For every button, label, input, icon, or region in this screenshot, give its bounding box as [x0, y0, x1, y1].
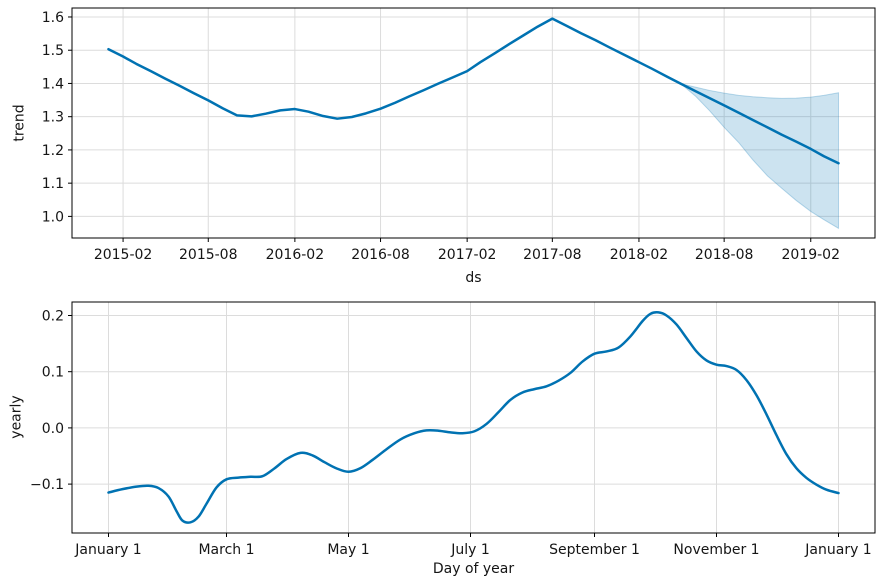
yearly-x-tick-label: May 1	[327, 542, 369, 558]
trend-x-tick-label: 2017-02	[438, 247, 497, 263]
trend-line	[107, 17, 840, 165]
yearly-xaxis-label: Day of year	[432, 561, 515, 577]
trend-x-tick-label: 2018-08	[695, 247, 754, 263]
trend-x-tick-label: 2015-08	[179, 247, 238, 263]
yearly-y-tick-label: 0.1	[42, 365, 64, 381]
yearly-x-tick-label: January 1	[74, 542, 141, 558]
trend-x-tick-label: 2019-02	[782, 247, 841, 263]
trend-y-tick-label: 1.3	[42, 110, 64, 126]
trend-axes-box	[71, 7, 876, 239]
trend-x-tick-label: 2018-02	[610, 247, 669, 263]
trend-yaxis-label: trend	[11, 104, 28, 142]
yearly-x-tick-label: September 1	[549, 542, 640, 558]
trend-y-tick-label: 1.4	[42, 76, 64, 92]
yearly-y-tick-label: 0.0	[42, 421, 64, 437]
trend-y-tick-label: 1.0	[42, 209, 64, 225]
yearly-x-tick-label: January 1	[804, 542, 871, 558]
trend-uncertainty-band	[680, 83, 840, 230]
trend-y-tick-label: 1.2	[42, 143, 64, 159]
yearly-line	[107, 311, 840, 524]
trend-y-tick-label: 1.6	[42, 10, 64, 26]
trend-x-tick-label: 2017-08	[523, 247, 582, 263]
yearly-chart: January 1 March 1 May 1 July 1 September 1 No…	[30, 301, 876, 558]
yearly-x-tick-label: November 1	[673, 542, 759, 558]
trend-y-tick-label: 1.1	[42, 176, 64, 192]
yearly-x-tick-label: July 1	[450, 542, 490, 558]
yearly-yaxis-label: yearly	[8, 395, 25, 439]
trend-x-tick-label: 2016-02	[266, 247, 325, 263]
trend-chart: 2015-02 2015-08 2016-02 2016-08 2017-02 2017-…	[42, 7, 876, 263]
trend-x-tick-label: 2015-02	[94, 247, 153, 263]
trend-y-tick-label: 1.5	[42, 43, 64, 59]
yearly-x-tick-label: March 1	[198, 542, 254, 558]
yearly-y-tick-label: −0.1	[30, 477, 64, 493]
yearly-axes-box	[71, 301, 876, 534]
trend-xaxis-label: ds	[465, 270, 482, 286]
trend-x-tick-label: 2016-08	[351, 247, 410, 263]
yearly-y-tick-label: 0.2	[42, 308, 64, 324]
